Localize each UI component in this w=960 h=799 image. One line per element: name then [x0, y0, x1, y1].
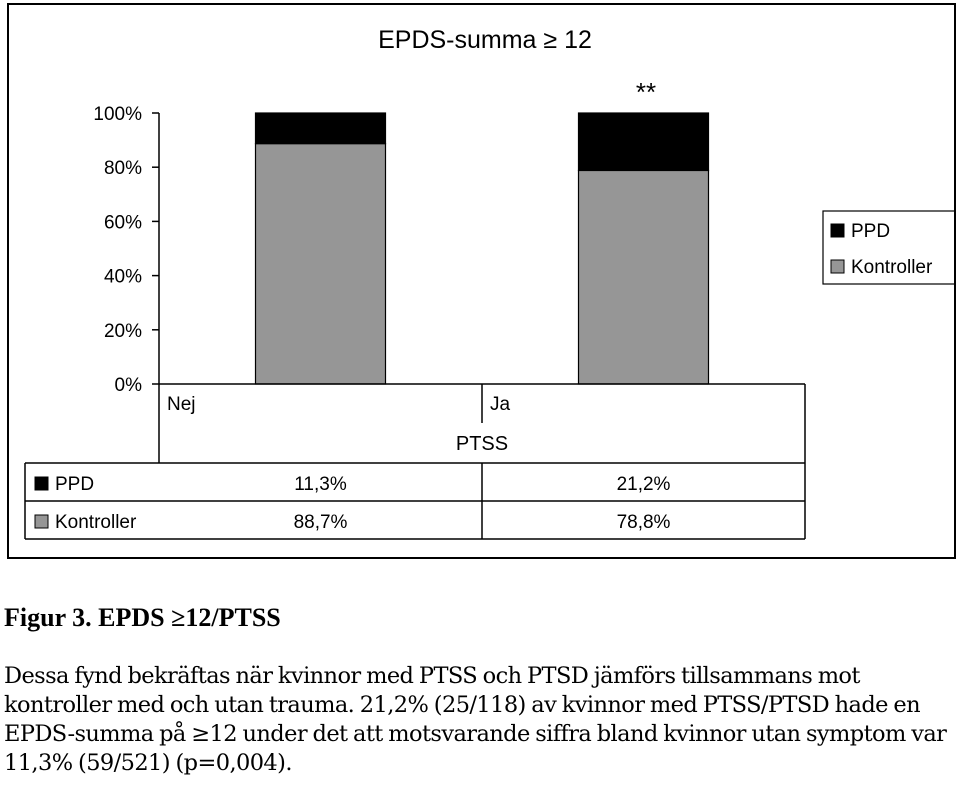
data-table: Nej Ja PTSS PPD 11,3% 21,2% Kontroller 88,7% 78,…: [24, 383, 806, 540]
chart: EPDS-summa ≥ 12 0% 20% 40% 60% 80% 100% ** PP…: [24, 26, 960, 540]
legend-label: PPD: [851, 221, 890, 242]
bars: [254, 112, 710, 385]
y-axis: 0% 20% 40% 60% 80% 100%: [93, 104, 160, 396]
table-cell-value: 88,7%: [294, 512, 348, 533]
table-row-label: PPD: [55, 474, 94, 495]
table-cell-value: 21,2%: [617, 474, 671, 495]
bar-kontroller-nej: [254, 143, 387, 385]
table-legend-key: [34, 514, 49, 529]
bar-kontroller-ja: [577, 169, 710, 385]
y-tick-label: 100%: [93, 104, 142, 125]
chart-title: EPDS-summa ≥ 12: [378, 26, 592, 54]
table-row-label: Kontroller: [55, 512, 137, 533]
y-tick-label: 0%: [115, 375, 143, 396]
x-tick-label: Nej: [167, 394, 196, 415]
y-tick-label: 80%: [104, 158, 142, 179]
legend: PPD Kontroller: [822, 210, 960, 285]
bar-ppd-ja: [577, 112, 710, 172]
x-axis-title: PTSS: [456, 433, 508, 455]
y-tick-label: 40%: [104, 267, 142, 288]
legend-key-ppd: [830, 223, 845, 238]
bar-ppd-nej: [254, 112, 387, 145]
chart-frame: EPDS-summa ≥ 12 0% 20% 40% 60% 80% 100% ** PP…: [7, 3, 960, 559]
significance-annotation: **: [636, 77, 656, 107]
figure-text: Dessa fynd bekräftas när kvinnor med PTS…: [4, 663, 947, 776]
legend-label: Kontroller: [851, 257, 933, 278]
table-legend-key: [34, 476, 49, 491]
figure-caption: Figur 3. EPDS ≥12/PTSS Dessa fynd bekräf…: [4, 600, 954, 778]
table-cell-value: 11,3%: [294, 474, 347, 495]
table-cell-value: 78,8%: [617, 512, 671, 533]
y-tick-label: 20%: [104, 321, 142, 342]
x-tick-label: Ja: [490, 394, 511, 415]
legend-box: [822, 210, 960, 285]
legend-key-kontroller: [830, 259, 845, 274]
y-tick-label: 60%: [104, 212, 142, 233]
figure-title: Figur 3. EPDS ≥12/PTSS: [4, 603, 281, 632]
